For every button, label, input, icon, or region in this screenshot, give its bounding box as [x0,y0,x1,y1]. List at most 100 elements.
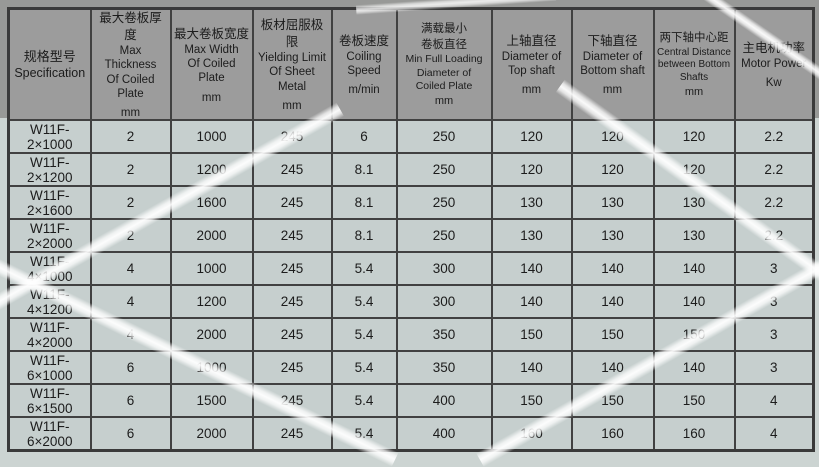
value-cell: 3 [733,251,815,287]
value-cell: 130 [490,218,573,254]
table-row: W11F-2×1000 2 1000 245 6 250 120 120 120 2.2 [7,119,815,155]
header-cn: 卷板速度 [338,33,389,48]
header-unit: mm [282,100,302,113]
header-top-shaft-diameter: 上轴直径 Diameter of Top shaft mm [490,7,573,122]
value-cell: 300 [395,284,493,320]
header-en: Coiling Speed [346,50,382,78]
value-cell: 120 [570,119,655,155]
header-en: Motor Power [741,57,807,70]
model-cell: W11F-2×1600 [7,185,92,221]
value-cell: 245 [251,185,333,221]
value-cell: 250 [395,152,493,188]
value-cell: 3 [733,350,815,386]
value-cell: 2.2 [733,152,815,188]
value-cell: 140 [570,350,655,386]
value-cell: 400 [395,416,493,452]
value-cell: 6 [330,119,398,155]
value-cell: 250 [395,218,493,254]
value-cell: 5.4 [330,383,398,419]
value-cell: 1200 [169,284,254,320]
value-cell: 140 [652,251,736,287]
value-cell: 400 [395,383,493,419]
value-cell: 3 [733,317,815,353]
model-cell: W11F-6×1500 [7,383,92,419]
value-cell: 245 [251,251,333,287]
header-specification: 规格型号 Specification [7,7,92,122]
value-cell: 150 [652,383,736,419]
value-cell: 150 [490,317,573,353]
value-cell: 1000 [169,119,254,155]
header-unit: mm [521,84,542,97]
header-max-thickness: 最大卷板厚度 Max Thickness Of Coiled Plate mm [89,7,172,122]
value-cell: 120 [490,152,573,188]
header-cn: 规格型号 [23,49,76,65]
value-cell: 4 [89,317,172,353]
value-cell: 2000 [169,416,254,452]
header-en: Yielding Limit Of Sheet Metal [258,51,326,93]
header-en: Max Thickness Of Coiled Plate [104,44,157,100]
value-cell: 2 [89,185,172,221]
value-cell: 4 [733,383,815,419]
value-cell: 350 [395,317,493,353]
value-cell: 245 [251,284,333,320]
value-cell: 5.4 [330,317,398,353]
header-unit: mm [602,84,623,97]
value-cell: 120 [652,119,736,155]
value-cell: 6 [89,416,172,452]
value-cell: 140 [490,251,573,287]
model-cell: W11F-2×1200 [7,152,92,188]
value-cell: 245 [251,152,333,188]
value-cell: 130 [652,185,736,221]
value-cell: 2.2 [733,119,815,155]
header-min-diameter: 满载最小 卷板直径 Min Full Loading Diameter of C… [395,7,493,122]
value-cell: 1600 [169,185,254,221]
header-unit: m/min [348,84,380,97]
value-cell: 250 [395,119,493,155]
header-cn: 最大卷板宽度 [173,26,249,41]
table-row: W11F-2×1200 2 1200 245 8.1 250 120 120 120 2.2 [7,152,815,188]
header-cn: 主电机功率 [742,41,805,55]
table-row: W11F-2×1600 2 1600 245 8.1 250 130 130 130 2.2 [7,185,815,221]
header-max-width: 最大卷板宽度 Max Width Of Coiled Plate mm [169,7,254,122]
value-cell: 2 [89,119,172,155]
value-cell: 130 [490,185,573,221]
header-yielding-limit: 板材屈服极限 Yielding Limit Of Sheet Metal mm [251,7,333,122]
value-cell: 5.4 [330,350,398,386]
value-cell: 120 [490,119,573,155]
value-cell: 300 [395,251,493,287]
value-cell: 250 [395,185,493,221]
value-cell: 2000 [169,218,254,254]
header-en: Min Full Loading Diameter of Coiled Plat… [405,53,483,92]
value-cell: 140 [570,284,655,320]
header-unit: mm [684,86,704,99]
spec-table: 规格型号 Specification 最大卷板厚度 Max Thickness … [7,7,815,452]
value-cell: 8.1 [330,185,398,221]
value-cell: 130 [570,218,655,254]
header-motor-power: 主电机功率 Motor Power Kw [733,7,815,122]
table-row: W11F-6×2000 6 2000 245 5.4 400 160 160 160 4 [7,416,815,452]
header-en: Specification [14,65,86,80]
value-cell: 2 [89,152,172,188]
value-cell: 245 [251,119,333,155]
value-cell: 1000 [169,251,254,287]
value-cell: 4 [89,251,172,287]
header-en: Diameter of Top shaft [501,50,562,78]
value-cell: 350 [395,350,493,386]
value-cell: 8.1 [330,152,398,188]
header-cn: 下轴直径 [587,33,638,48]
table-header-row: 规格型号 Specification 最大卷板厚度 Max Thickness … [7,7,815,122]
header-en: Diameter of Bottom shaft [580,50,645,78]
header-unit: mm [120,107,141,120]
value-cell: 120 [652,152,736,188]
value-cell: 6 [89,383,172,419]
table-row: W11F-6×1500 6 1500 245 5.4 400 150 150 150 4 [7,383,815,419]
value-cell: 160 [652,416,736,452]
value-cell: 120 [570,152,655,188]
value-cell: 245 [251,218,333,254]
table-row: W11F-2×2000 2 2000 245 8.1 250 130 130 130 2.2 [7,218,815,254]
value-cell: 245 [251,317,333,353]
value-cell: 4 [733,416,815,452]
header-unit: mm [201,91,222,104]
header-cn: 最大卷板厚度 [99,11,162,42]
value-cell: 1200 [169,152,254,188]
